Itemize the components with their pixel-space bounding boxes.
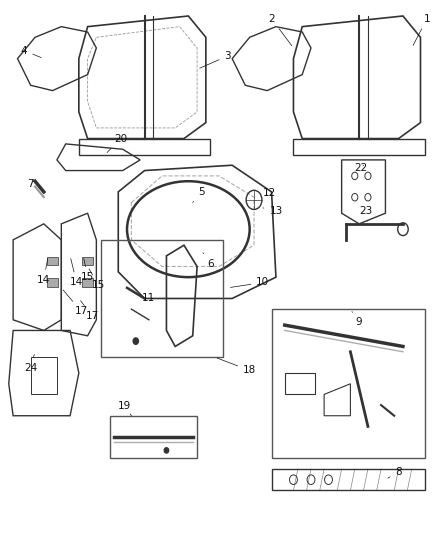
Polygon shape [47,278,58,287]
Circle shape [164,448,169,453]
Text: 11: 11 [142,294,155,303]
Circle shape [133,338,138,344]
Text: 4: 4 [21,46,41,58]
Text: 18: 18 [217,358,256,375]
Text: 5: 5 [193,187,205,203]
Text: 14: 14 [70,259,83,287]
Text: 6: 6 [203,253,214,269]
Text: 17: 17 [81,301,99,320]
Text: 7: 7 [27,179,39,189]
Text: 8: 8 [388,467,402,478]
Text: 15: 15 [81,259,94,282]
Polygon shape [47,257,58,265]
Text: 15: 15 [89,269,105,290]
Polygon shape [82,257,93,265]
Polygon shape [82,278,93,287]
Text: 12: 12 [263,188,276,198]
Text: 10: 10 [230,278,269,287]
Text: 13: 13 [263,206,283,215]
Text: 24: 24 [24,354,37,373]
Text: 22: 22 [355,163,368,173]
Text: 17: 17 [63,290,88,316]
Text: 3: 3 [200,51,231,68]
Text: 1: 1 [413,14,431,45]
Text: 2: 2 [268,14,292,46]
Text: 20: 20 [107,134,127,152]
Text: 23: 23 [359,206,372,221]
Text: 19: 19 [118,401,131,416]
Text: 14: 14 [37,259,50,285]
Text: 9: 9 [352,311,363,327]
